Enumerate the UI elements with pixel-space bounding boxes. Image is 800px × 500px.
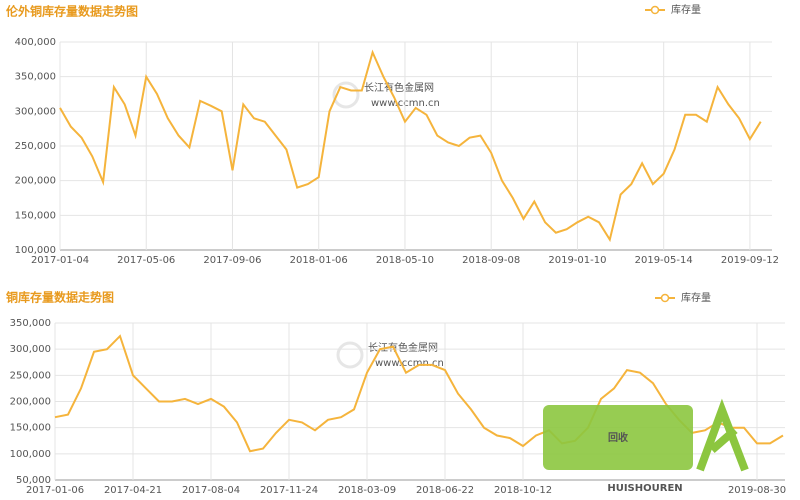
legend-marker <box>650 5 660 15</box>
x-tick-label: 2018-06-22 <box>416 485 474 496</box>
x-tick-label: 2019-09-12 <box>721 255 779 266</box>
y-tick-label: 50,000 <box>16 475 51 486</box>
y-tick-label: 150,000 <box>15 210 56 221</box>
y-tick-label: 300,000 <box>15 106 56 117</box>
y-tick-label: 100,000 <box>15 245 56 256</box>
y-tick-label: 400,000 <box>15 37 56 48</box>
x-tick-label: 2018-05-10 <box>376 255 434 266</box>
y-tick-label: 350,000 <box>15 72 56 83</box>
logo-box <box>543 405 693 470</box>
watermark-url: www.ccmn.cn <box>375 358 444 369</box>
x-tick-label: 2017-04-21 <box>104 485 162 496</box>
y-tick-label: 150,000 <box>10 423 51 434</box>
x-tick-label: 2017-01-06 <box>26 485 84 496</box>
y-tick-label: 350,000 <box>10 318 51 329</box>
y-tick-label: 200,000 <box>15 176 56 187</box>
x-tick-label: 2018-03-09 <box>338 485 396 496</box>
y-tick-label: 250,000 <box>15 141 56 152</box>
x-tick-label: 2017-01-04 <box>31 255 89 266</box>
data-line <box>54 334 784 453</box>
watermark: 长江有色金属网 <box>364 81 434 94</box>
y-tick-label: 300,000 <box>10 344 51 355</box>
x-tick-label: 2018-09-08 <box>462 255 520 266</box>
x-tick-label: 2018-01-06 <box>290 255 348 266</box>
watermark-icon <box>336 341 364 369</box>
logo-text: 回收 <box>608 431 628 444</box>
x-tick-label: 2019-01-10 <box>548 255 606 266</box>
y-tick-label: 200,000 <box>10 397 51 408</box>
x-tick-label: 2017-09-06 <box>203 255 261 266</box>
chart-title: 铜库存量数据走势图 <box>6 290 114 305</box>
watermark-icon <box>332 81 360 109</box>
y-tick-label: 250,000 <box>10 370 51 381</box>
x-tick-label: 2017-11-24 <box>260 485 318 496</box>
x-tick-label: 2019-05-14 <box>635 255 693 266</box>
data-line <box>59 49 762 243</box>
legend-label: 库存量 <box>681 291 711 304</box>
x-tick-label: 2018-10-12 <box>494 485 552 496</box>
chart-title: 伦外铜库存量数据走势图 <box>6 4 138 19</box>
x-tick-label: 2017-05-06 <box>117 255 175 266</box>
watermark: 长江有色金属网 <box>368 341 438 354</box>
legend-marker <box>660 293 670 303</box>
logo-subtext: HUISHOUREN <box>607 483 682 494</box>
y-tick-label: 100,000 <box>10 449 51 460</box>
x-tick-label: 2017-08-04 <box>182 485 240 496</box>
x-tick-label: 2019-08-30 <box>728 485 786 496</box>
logo-figure <box>696 398 749 472</box>
legend-label: 库存量 <box>671 3 701 16</box>
